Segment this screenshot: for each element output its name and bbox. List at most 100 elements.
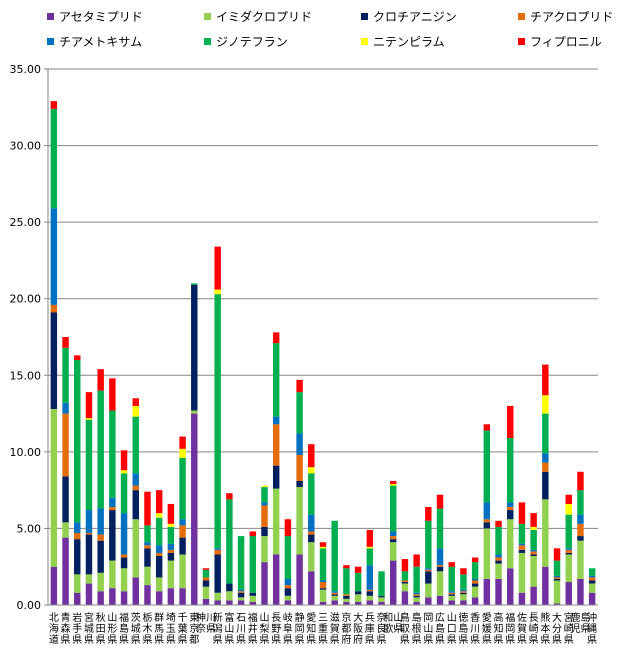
bar-segment bbox=[155, 490, 163, 514]
bar-segment bbox=[495, 526, 502, 555]
bar-segment bbox=[483, 502, 491, 520]
bar-segment bbox=[389, 536, 397, 540]
bar-segment bbox=[179, 525, 186, 538]
bar-segment bbox=[413, 554, 420, 567]
bar-segment bbox=[191, 413, 198, 605]
bar-segment bbox=[179, 457, 186, 520]
bar-segment bbox=[354, 572, 362, 592]
bar-segment bbox=[530, 555, 537, 587]
x-tick-label: 島根県 bbox=[412, 611, 422, 646]
x-tick-label: 静岡県 bbox=[295, 611, 305, 646]
bar-segment bbox=[249, 592, 257, 596]
bar-segment bbox=[495, 560, 502, 564]
bar-segment bbox=[471, 562, 479, 579]
bar-segment bbox=[518, 549, 526, 553]
bar-segment bbox=[167, 523, 175, 527]
bar-segment bbox=[565, 549, 572, 553]
bar-segment bbox=[50, 108, 58, 209]
bar-segment bbox=[436, 566, 444, 572]
bar-segment bbox=[308, 444, 315, 468]
bar-segment bbox=[530, 549, 537, 552]
bar-segment bbox=[261, 526, 268, 537]
bar-segment bbox=[553, 575, 561, 578]
bar-segment bbox=[155, 517, 163, 546]
legend-item: ニテンピラム bbox=[361, 35, 445, 49]
bar-segment bbox=[284, 585, 292, 589]
bar-segment bbox=[565, 582, 572, 605]
bar-segment bbox=[296, 487, 303, 555]
x-tick-label: 和歌山県 bbox=[383, 612, 403, 635]
bar-segment bbox=[132, 485, 139, 491]
bar-segment bbox=[120, 473, 128, 514]
legend-swatch bbox=[518, 38, 525, 45]
bar-segment bbox=[366, 546, 374, 549]
bar-segment bbox=[74, 533, 81, 540]
bar-segment bbox=[331, 591, 338, 593]
bar-segment bbox=[50, 312, 58, 409]
x-tick-label: 鹿児島県 bbox=[570, 611, 590, 635]
bar-segment bbox=[471, 586, 479, 598]
bar-segment bbox=[272, 416, 280, 425]
bar-segment bbox=[518, 552, 526, 593]
x-tick-label: 岩手県 bbox=[72, 611, 82, 646]
bar-segment bbox=[85, 510, 93, 534]
bar-segment bbox=[588, 583, 596, 593]
bar-segment bbox=[284, 519, 292, 537]
bar-segment bbox=[413, 592, 420, 595]
legend-label: チアクロプリド bbox=[530, 10, 613, 24]
bar-segment bbox=[530, 586, 537, 605]
bar-segment bbox=[272, 488, 280, 555]
bar-segment bbox=[237, 600, 245, 605]
bar-segment bbox=[74, 359, 81, 523]
legend-item: チアクロプリド bbox=[518, 10, 613, 24]
x-tick-label: 山梨県 bbox=[259, 612, 269, 646]
bar-segment bbox=[284, 578, 292, 586]
bar-segment bbox=[495, 578, 502, 605]
bar-segment bbox=[413, 595, 420, 598]
bar-segment bbox=[62, 476, 69, 523]
bar-segment bbox=[565, 554, 572, 583]
bar-segment bbox=[179, 554, 186, 589]
bar-segment bbox=[354, 591, 362, 595]
bar-segment bbox=[331, 520, 338, 592]
bar-segment bbox=[389, 485, 397, 532]
bar-segment bbox=[62, 537, 69, 605]
bar-segment bbox=[319, 542, 327, 547]
legend-label: クロチアニジン bbox=[373, 10, 457, 24]
bar-segment bbox=[132, 490, 139, 520]
bar-segment bbox=[132, 416, 139, 474]
x-tick-label: 福岡県 bbox=[505, 611, 515, 646]
bar-segment bbox=[366, 589, 374, 592]
legend-label: ジノテフラン bbox=[216, 35, 288, 49]
bar-segment bbox=[507, 438, 514, 503]
bar-segment bbox=[155, 555, 163, 578]
bar-segment bbox=[97, 508, 104, 535]
bar-segment bbox=[191, 410, 198, 414]
bar-segment bbox=[471, 583, 479, 587]
bar-segment bbox=[120, 450, 128, 471]
bar-segment bbox=[507, 510, 514, 520]
legend-item: イミダクロプリド bbox=[204, 9, 312, 24]
bar-segment bbox=[226, 499, 233, 584]
bar-segment bbox=[62, 413, 69, 477]
legend-label: アセタミプリド bbox=[59, 10, 143, 24]
bar-segment bbox=[109, 378, 116, 411]
bar-segment bbox=[413, 566, 420, 593]
bar-segment bbox=[518, 543, 526, 546]
bar-segment bbox=[109, 510, 116, 561]
bar-segment bbox=[436, 565, 444, 567]
bar-segment bbox=[167, 552, 175, 561]
legend-item: チアメトキサム bbox=[47, 35, 142, 49]
bar-segment bbox=[226, 493, 233, 500]
bar-segment bbox=[530, 526, 537, 530]
bar-segment bbox=[425, 597, 432, 605]
bar-segment bbox=[261, 505, 268, 527]
bar-segment bbox=[85, 392, 93, 419]
bar-segment bbox=[167, 543, 175, 550]
bar-segment bbox=[179, 537, 186, 555]
bar-segment bbox=[389, 484, 397, 486]
x-tick-label: 沖縄県 bbox=[587, 611, 597, 646]
bar-segment bbox=[50, 208, 58, 305]
